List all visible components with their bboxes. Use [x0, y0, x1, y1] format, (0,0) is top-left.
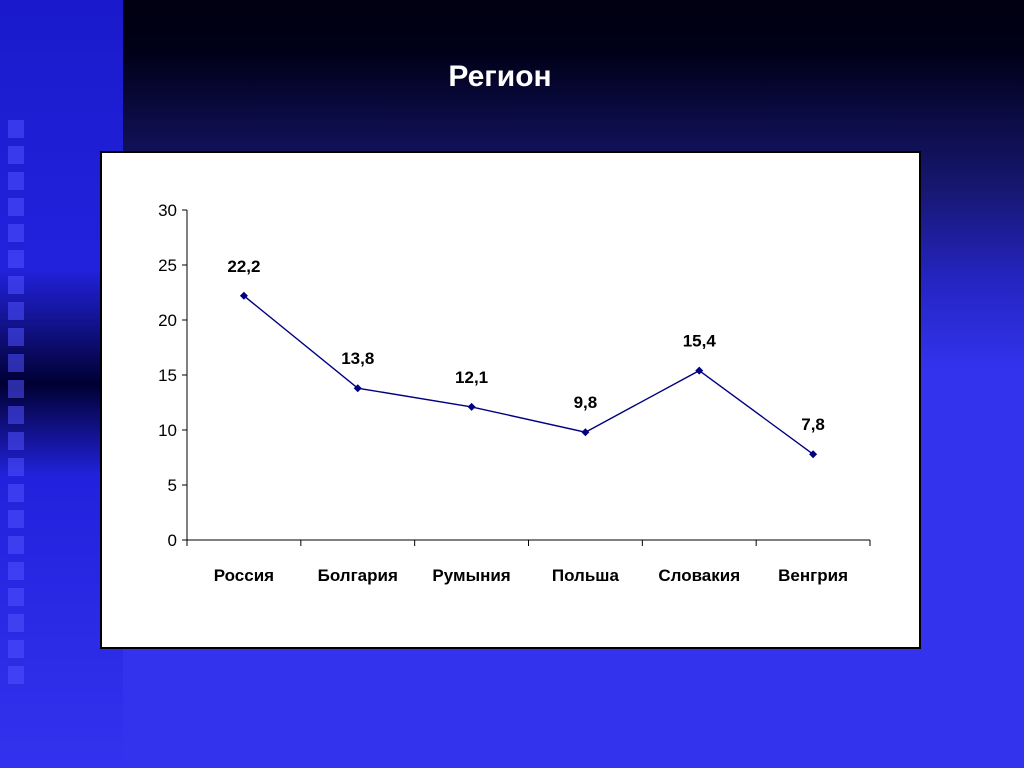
decor-square: [8, 120, 24, 138]
x-category-label: Румыния: [432, 566, 510, 585]
slide-title: Регион: [448, 60, 552, 93]
y-tick-label: 30: [158, 201, 177, 220]
data-label: 22,2: [227, 257, 260, 276]
y-tick-label: 25: [158, 256, 177, 275]
decor-square: [8, 406, 24, 424]
decor-square: [8, 562, 24, 580]
data-label: 15,4: [683, 332, 717, 351]
data-point-marker: [695, 366, 704, 375]
data-point-marker: [467, 402, 476, 411]
decor-square: [8, 146, 24, 164]
decor-square: [8, 198, 24, 216]
y-tick-label: 20: [158, 311, 177, 330]
line-chart: 0 5 10 15 20 25 30 Россия Болгария Румыния Польша С…: [158, 201, 871, 585]
decor-square: [8, 614, 24, 632]
data-point-marker: [581, 428, 590, 437]
decor-squares: [8, 120, 26, 684]
decor-square: [8, 380, 24, 398]
data-label: 9,8: [574, 393, 598, 412]
data-label: 13,8: [341, 349, 374, 368]
decor-square: [8, 224, 24, 242]
decor-square: [8, 510, 24, 528]
y-tick-label: 5: [168, 476, 177, 495]
y-tick-label: 10: [158, 421, 177, 440]
decor-square: [8, 536, 24, 554]
data-label: 12,1: [455, 368, 488, 387]
decor-square: [8, 354, 24, 372]
x-category-label: Словакия: [658, 566, 740, 585]
decor-square: [8, 458, 24, 476]
data-label: 7,8: [801, 415, 825, 434]
y-tick-label: 15: [158, 366, 177, 385]
series-line: [243, 295, 814, 455]
decor-square: [8, 172, 24, 190]
decor-square: [8, 276, 24, 294]
y-tick-label: 0: [168, 531, 177, 550]
data-point-marker: [239, 291, 248, 300]
x-category-label: Польша: [552, 566, 620, 585]
decor-square: [8, 640, 24, 658]
decor-square: [8, 666, 24, 684]
data-point-marker: [809, 450, 818, 459]
decor-square: [8, 588, 24, 606]
decor-square: [8, 302, 24, 320]
x-category-label: Россия: [214, 566, 274, 585]
decor-square: [8, 328, 24, 346]
x-category-label: Венгрия: [778, 566, 848, 585]
decor-square: [8, 432, 24, 450]
chart-area: 0 5 10 15 20 25 30 Россия Болгария Румыния Польша С…: [100, 151, 921, 649]
x-category-label: Болгария: [318, 566, 398, 585]
decor-square: [8, 250, 24, 268]
data-point-marker: [353, 384, 362, 393]
decor-square: [8, 484, 24, 502]
